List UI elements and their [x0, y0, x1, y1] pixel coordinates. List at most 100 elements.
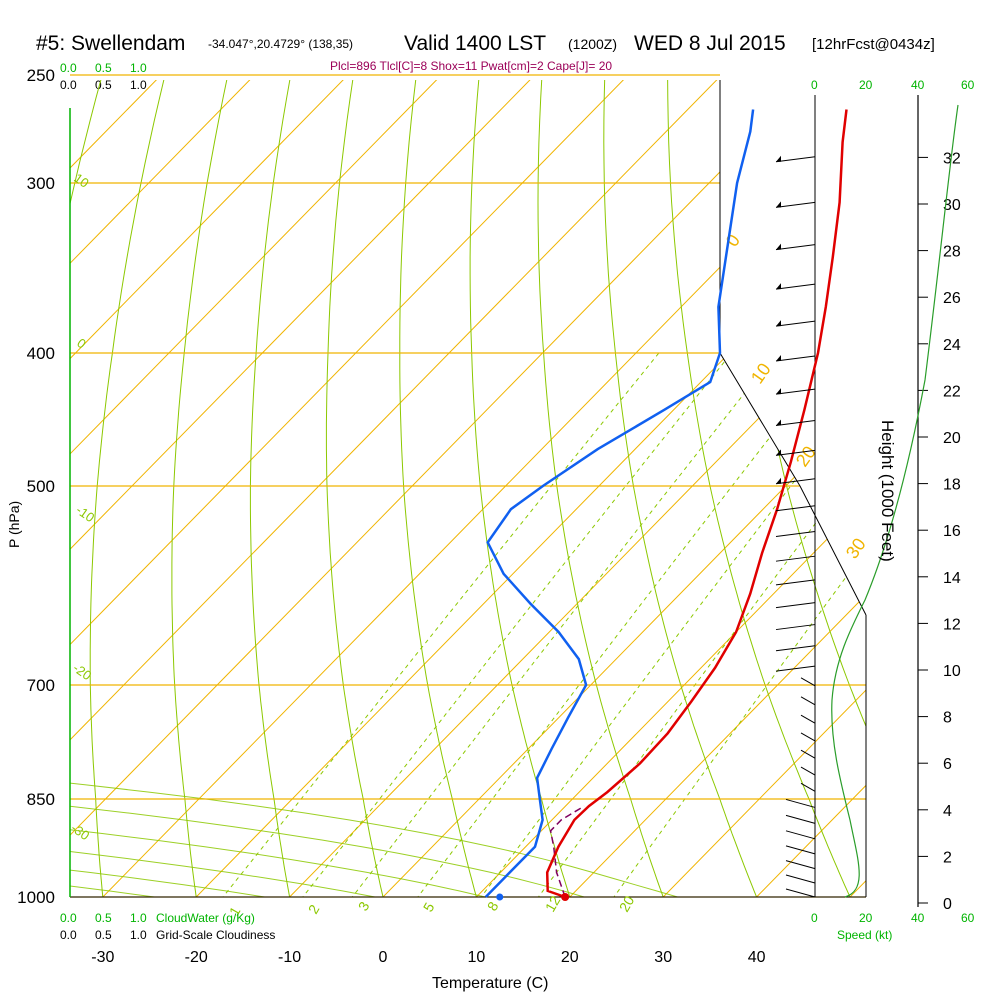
top-cloudwater-tick: 0.0 — [60, 61, 77, 75]
bottom-cloudiness-tick: 0.0 — [60, 928, 77, 942]
mixing-ratio-line — [597, 352, 866, 897]
wind-barb-flag — [776, 155, 781, 162]
bottom-cloudiness-tick: 1.0 — [130, 928, 147, 942]
isotherm-line — [70, 80, 536, 897]
mixing-ratio-label: 12 — [542, 893, 564, 915]
surface-dewpoint-dot — [496, 893, 504, 901]
wind-barb — [775, 624, 816, 631]
cloudwater-legend-label: CloudWater (g/Kg) — [156, 911, 255, 925]
wind-barb-flag — [776, 354, 781, 361]
wind-barbs — [775, 155, 816, 898]
x-tick-label: 10 — [468, 949, 486, 966]
height-tick-label: 20 — [943, 430, 961, 447]
wind-barb — [775, 388, 816, 395]
height-tick-label: 26 — [943, 290, 961, 307]
wind-barb — [775, 555, 816, 562]
pressure-tick-label: 850 — [27, 790, 55, 809]
dry-adiabat-line — [89, 80, 166, 897]
wind-barb — [800, 782, 816, 792]
pressure-tick-label: 500 — [27, 477, 55, 496]
bottom-speed-tick: 40 — [911, 911, 925, 925]
wind-barb — [775, 531, 816, 538]
mixing-ratio-line — [205, 352, 660, 897]
isotherm-line — [70, 80, 442, 897]
wind-barb — [775, 201, 816, 208]
dry-adiabat-line — [603, 80, 762, 897]
height-tick-label: 2 — [943, 849, 952, 866]
wind-barb — [785, 798, 816, 808]
dry-adiabat-line — [537, 80, 668, 897]
wind-barb-flag — [776, 419, 781, 426]
wind-barb — [775, 478, 816, 485]
wind-barb — [775, 449, 816, 456]
isotherm-line — [70, 80, 816, 897]
wind-barb-flag — [776, 449, 781, 456]
height-tick-label: 14 — [943, 570, 961, 587]
wind-barb-flag — [776, 283, 781, 290]
wind-barb — [800, 677, 816, 687]
wind-barb — [800, 766, 816, 776]
bottom-cloudwater-tick: 1.0 — [130, 911, 147, 925]
wind-speed-curve — [831, 104, 959, 898]
forecast-info: [12hrFcst@0434z] — [812, 36, 935, 53]
wind-barb-flag — [776, 320, 781, 327]
wind-barb — [785, 860, 816, 870]
wind-barb — [775, 320, 816, 327]
wind-barb — [775, 420, 816, 427]
isotherm-line — [455, 80, 866, 897]
bottom-cloudwater-tick: 0.0 — [60, 911, 77, 925]
parcel-trace — [549, 805, 585, 898]
top-cloudwater-scale: 0.0 0.5 1.0 0.0 0.5 1.0 — [60, 61, 147, 92]
dry-adiabat-line — [399, 80, 479, 897]
surface-temperature-dot — [561, 893, 570, 901]
dry-adiabat-line — [325, 80, 385, 897]
height-tick-label: 30 — [943, 197, 961, 214]
station-coords: -34.047°,20.4729° (138,35) — [208, 37, 353, 51]
height-tick-label: 4 — [943, 803, 952, 820]
bottom-cloudwater-tick: 0.5 — [95, 911, 112, 925]
height-tick-label: 28 — [943, 244, 961, 261]
isotherm-line — [268, 80, 866, 897]
pressure-tick-label: 400 — [27, 344, 55, 363]
dry-adiabat-line — [469, 80, 573, 897]
height-tick-label: 18 — [943, 477, 961, 494]
isotherm-line — [70, 80, 349, 897]
height-tick-label: 0 — [943, 896, 952, 913]
height-tick-label: 10 — [943, 663, 961, 680]
y-axis-title: P (hPa) — [6, 501, 22, 548]
isotherm-line — [642, 80, 866, 897]
height-tick-label: 24 — [943, 337, 961, 354]
bottom-legend: 0.0 0.5 1.0 CloudWater (g/Kg) 0.0 0.5 1.… — [60, 911, 975, 942]
height-tick-label: 6 — [943, 756, 952, 773]
moist-adiabat-line — [70, 80, 550, 897]
wind-barb-flag — [776, 477, 781, 484]
top-cloudwater-tick: 1.0 — [130, 61, 147, 75]
bottom-cloudiness-tick: 0.5 — [95, 928, 112, 942]
wind-barb — [800, 714, 816, 724]
x-tick-label: -30 — [91, 949, 114, 966]
x-tick-label: 40 — [748, 949, 766, 966]
dry-adiabat-lines — [70, 80, 866, 897]
wind-barb-flag — [776, 388, 781, 395]
mixing-ratio-line — [335, 352, 777, 897]
wind-barb-flag — [776, 201, 781, 208]
wind-barb — [775, 156, 816, 163]
x-axis-title: Temperature (C) — [432, 975, 548, 992]
bottom-speed-tick: 60 — [961, 911, 975, 925]
height-tick-label: 8 — [943, 710, 952, 727]
wind-barb — [775, 355, 816, 362]
dry-adiabat-label: 10 — [71, 170, 91, 191]
wind-barb — [785, 814, 816, 824]
mixing-ratio-label: 20 — [616, 893, 638, 915]
pressure-tick-label: 700 — [27, 676, 55, 695]
wind-barb — [800, 732, 816, 742]
dry-adiabat-line — [171, 80, 229, 897]
x-tick-label: 0 — [379, 949, 388, 966]
bottom-speed-tick: 20 — [859, 911, 873, 925]
top-speed-tick: 20 — [859, 78, 873, 92]
isotherm-line — [70, 80, 722, 897]
height-axis-title: Height (1000 Feet) — [878, 420, 897, 562]
speed-legend-label: Speed (kt) — [837, 928, 892, 942]
mixing-ratio-line — [285, 352, 732, 897]
